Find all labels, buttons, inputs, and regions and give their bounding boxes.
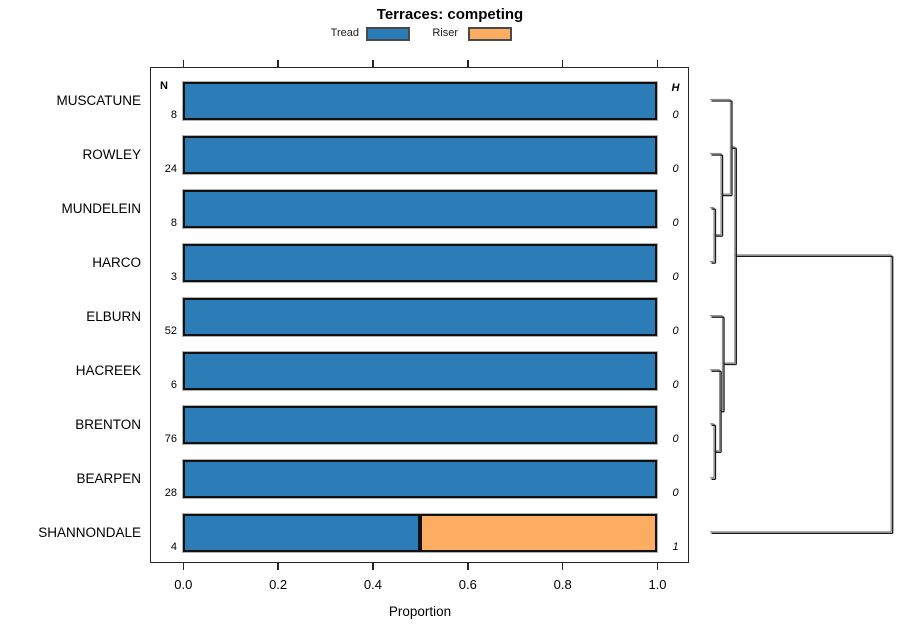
legend-swatch-riser (468, 27, 512, 41)
axis-tick-bottom (277, 563, 279, 570)
row-label: HACREEK (75, 363, 141, 379)
bar-segment-tread (183, 406, 658, 445)
axis-tick-bottom (467, 563, 469, 570)
axis-tick-top (277, 60, 279, 67)
h-value: 0 (672, 217, 679, 230)
x-axis-title: Proportion (388, 604, 452, 619)
axis-tick-bottom (372, 563, 374, 570)
row-label: MUSCATUNE (56, 93, 141, 108)
row-label: BRENTON (75, 417, 141, 433)
h-column-header: H (671, 82, 680, 94)
axis-tick-bottom (656, 563, 659, 570)
row-label: BEARPEN (76, 471, 141, 487)
n-column-header: N (160, 80, 168, 92)
plot-area (150, 67, 689, 563)
axis-tick-label: 0.8 (553, 577, 572, 592)
axis-tick-label: 0.6 (458, 577, 477, 592)
n-value: 52 (164, 325, 177, 338)
h-value: 0 (672, 379, 679, 392)
n-value: 8 (170, 217, 177, 230)
h-value: 0 (672, 433, 679, 446)
h-value: 0 (672, 325, 679, 338)
n-value: 6 (170, 379, 177, 392)
row-label: SHANNONDALE (38, 525, 141, 541)
stacked-bar (182, 351, 659, 392)
h-value: 0 (672, 271, 679, 284)
stacked-bar (182, 513, 659, 554)
stacked-bar (182, 189, 659, 230)
bar-segment-tread (183, 190, 658, 229)
n-value: 4 (170, 541, 177, 554)
h-value: 0 (672, 163, 679, 176)
row-label: MUNDELEIN (61, 201, 141, 217)
bar-segment-tread (183, 298, 658, 337)
n-value: 3 (170, 271, 177, 284)
axis-tick-top (182, 60, 185, 67)
n-value: 8 (170, 109, 177, 121)
stacked-bar (182, 81, 659, 121)
axis-tick-top (467, 60, 469, 67)
bar-segment-tread (183, 82, 658, 120)
stacked-bar (182, 135, 659, 176)
axis-tick-label: 1.0 (648, 577, 667, 592)
stacked-bar (182, 405, 659, 446)
n-value: 76 (164, 433, 177, 446)
legend-label-tread: Tread (330, 27, 359, 39)
bar-segment-tread (183, 136, 658, 175)
row-label: ELBURN (86, 309, 141, 325)
h-value: 0 (672, 487, 679, 500)
stacked-bar (182, 243, 659, 284)
legend-swatch-tread (366, 27, 410, 41)
axis-tick-top (561, 60, 564, 67)
axis-tick-label: 0.2 (269, 577, 288, 592)
stacked-bar (182, 297, 659, 338)
axis-tick-label: 0.0 (174, 577, 193, 592)
h-value: 0 (672, 109, 679, 121)
axis-tick-bottom (561, 563, 564, 570)
h-value: 1 (672, 541, 679, 554)
row-label: ROWLEY (82, 147, 141, 163)
axis-tick-bottom (182, 563, 185, 570)
bar-segment-tread (183, 514, 421, 553)
n-value: 28 (164, 487, 177, 500)
axis-tick-label: 0.4 (363, 577, 382, 592)
bar-segment-tread (183, 460, 658, 499)
chart-title: Terraces: competing (376, 6, 524, 23)
axis-tick-top (372, 60, 374, 67)
bar-segment-riser (420, 514, 658, 553)
bar-segment-tread (183, 244, 658, 283)
stacked-bar (182, 459, 659, 500)
row-label: HARCO (92, 255, 141, 271)
legend-label-riser: Riser (432, 27, 458, 39)
axis-tick-top (656, 60, 659, 67)
bar-segment-tread (183, 352, 658, 391)
n-value: 24 (164, 163, 177, 176)
